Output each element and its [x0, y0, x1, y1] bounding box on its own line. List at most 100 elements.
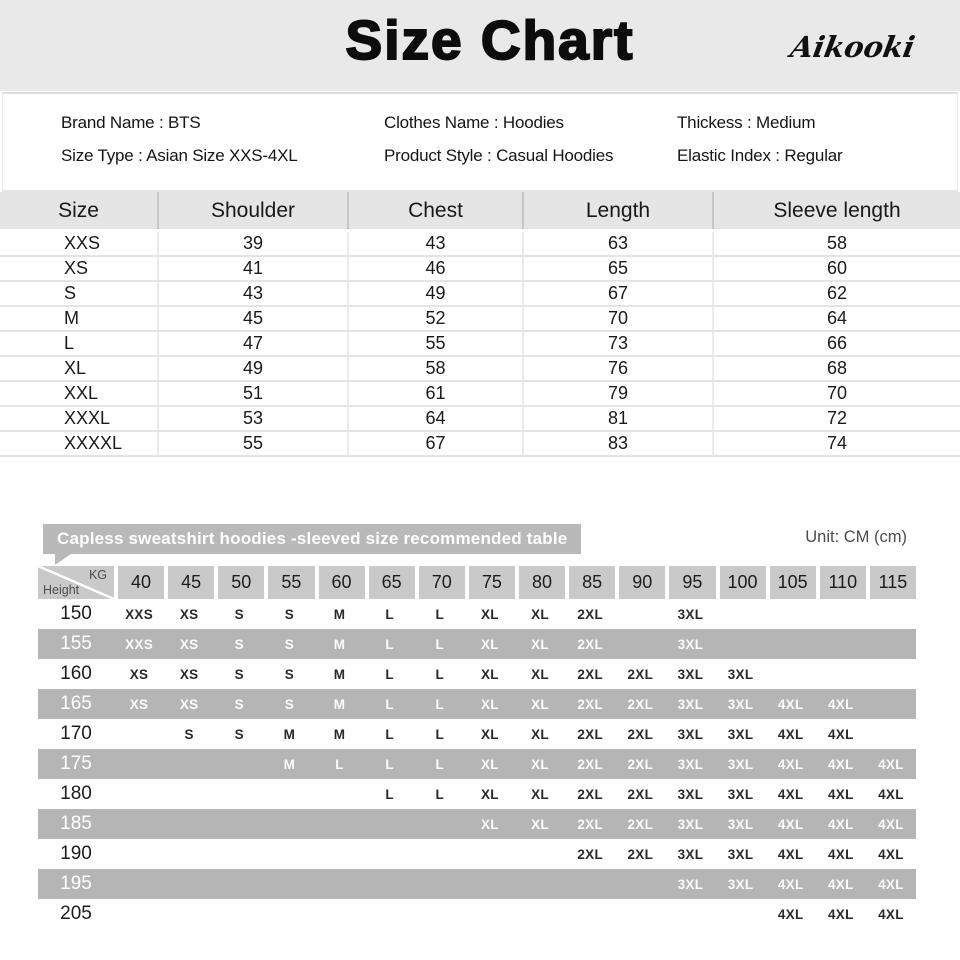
size-recommend-cell: 3XL	[677, 846, 704, 862]
matrix-row: 195 3XL 3XL 4XL 4XL 4XL	[38, 869, 916, 899]
weight-header-cell: 85	[569, 566, 616, 599]
size-table-header-cell: Length	[524, 192, 714, 229]
size-recommend-cell: XL	[481, 816, 499, 832]
size-recommend-cell: 2XL	[577, 696, 604, 712]
weight-header-cell: 105	[769, 566, 816, 599]
size-recommend-cell: XXS	[125, 606, 154, 622]
size-recommend-cell: M	[283, 756, 296, 772]
page-title: Size Chart	[345, 8, 635, 72]
size-recommend-cell: 3XL	[727, 846, 754, 862]
measurement-cell: 45	[159, 307, 349, 330]
measurement-cell: 64	[826, 308, 848, 328]
size-recommend-cell: 4XL	[827, 876, 854, 892]
size-recommend-cell: 3XL	[727, 726, 754, 742]
size-table-header-cell: Shoulder	[159, 192, 349, 229]
size-recommend-cell: S	[284, 606, 295, 622]
size-recommend-cell: 2XL	[577, 846, 604, 862]
size-recommend-cell: 2XL	[577, 666, 604, 682]
banner-tail-pointer	[55, 554, 71, 565]
size-recommend-cell: XL	[531, 696, 549, 712]
info-line: Size Type : Asian Size XXS-4XL	[61, 146, 298, 165]
measurement-cell: 66	[826, 333, 848, 353]
size-recommend-cell: 4XL	[827, 756, 854, 772]
size-recommend-cell: 4XL	[878, 756, 904, 772]
size-recommend-cell: S	[284, 666, 295, 682]
unit-label: Unit: CM (cm)	[805, 528, 907, 546]
size-table: Size Shoulder Chest Length Sleeve length XXS…	[0, 192, 960, 457]
measurement-cell: 63	[524, 232, 714, 255]
matrix-row: 150 XXS XS S S M L L XL XL 2XL 3XL	[38, 599, 916, 629]
size-recommend-cell: S	[234, 636, 244, 652]
size-recommend-cell: 2XL	[627, 786, 654, 802]
size-recommend-cell: 4XL	[827, 696, 854, 712]
size-recommend-cell: 3XL	[677, 726, 704, 742]
size-recommend-cell: L	[435, 606, 445, 622]
measurement-cell: 67	[349, 432, 524, 455]
size-recommend-cell: 2XL	[577, 756, 604, 772]
height-value-cell: 185	[60, 813, 92, 834]
size-recommend-cell: S	[184, 726, 194, 742]
size-recommend-cell: 3XL	[677, 666, 704, 682]
size-recommend-cell: M	[283, 726, 296, 742]
height-value-cell: 190	[60, 843, 92, 864]
matrix-row: 170 S S M M L L XL XL 2XL 2XL 3XL 3XL 4XL 4XL	[38, 719, 916, 749]
size-recommend-cell: 4XL	[878, 906, 904, 922]
matrix-row: 155 XXS XS S S M L L XL XL 2XL 3XL	[38, 629, 916, 659]
size-recommend-cell: XL	[481, 726, 499, 742]
size-recommend-cell: 4XL	[777, 756, 804, 772]
size-recommend-cell: 2XL	[577, 786, 604, 802]
weight-header-cell: 65	[368, 566, 415, 599]
weight-header-cell: 45	[168, 566, 215, 599]
weight-header-cell: 115	[869, 566, 916, 599]
size-recommend-cell: L	[435, 666, 445, 682]
size-recommend-cell: 2XL	[627, 696, 654, 712]
size-recommend-cell: 4XL	[827, 846, 854, 862]
size-recommend-cell: 4XL	[777, 876, 804, 892]
size-name-cell: XXL	[0, 382, 159, 405]
size-table-row: XL 49 58 76 68	[0, 357, 960, 382]
size-recommend-cell: 2XL	[577, 726, 604, 742]
size-recommend-cell: S	[234, 666, 244, 682]
size-recommend-cell: 3XL	[677, 876, 704, 892]
product-info-box: Brand Name : BTS Clothes Name : Hoodies Th…	[2, 92, 958, 192]
size-recommend-cell: 2XL	[577, 606, 604, 622]
measurement-cell: 39	[159, 232, 349, 255]
matrix-row: 190 2XL 2XL 3XL 3XL 4XL 4XL 4XL	[38, 839, 916, 869]
size-recommend-cell: S	[284, 636, 295, 652]
weight-header-cell: 110	[819, 566, 866, 599]
size-recommend-cell: S	[234, 726, 244, 742]
matrix-row: 205 4XL 4XL 4XL	[38, 899, 916, 929]
size-recommend-cell: XS	[179, 696, 199, 712]
size-name-cell: XS	[0, 257, 159, 280]
size-recommend-cell: 4XL	[827, 726, 854, 742]
size-recommend-cell: XL	[531, 606, 549, 622]
size-recommend-cell: XL	[531, 666, 549, 682]
weight-header-row: KG Height 40 45 50 55 60 65 70 75 80 85 90 95 100 105…	[38, 566, 916, 599]
height-value-cell: 160	[60, 663, 92, 684]
size-recommend-cell: L	[385, 726, 394, 742]
weight-header-cell: 75	[468, 566, 515, 599]
measurement-cell: 65	[524, 257, 714, 280]
weight-header-cell: 60	[318, 566, 365, 599]
measurement-cell: 46	[349, 257, 524, 280]
height-value-cell: 205	[60, 903, 92, 924]
size-table-header-cell: Chest	[349, 192, 524, 229]
measurement-cell: 79	[524, 382, 714, 405]
size-name-cell: L	[0, 332, 159, 355]
size-recommend-cell: M	[333, 606, 346, 622]
size-name-cell: XXXL	[0, 407, 159, 430]
size-recommend-cell: 2XL	[627, 726, 654, 742]
measurement-cell: 73	[524, 332, 714, 355]
size-recommend-cell: L	[435, 636, 445, 652]
size-recommend-cell: 3XL	[727, 696, 754, 712]
size-recommend-cell: XL	[481, 666, 499, 682]
measurement-cell: 41	[159, 257, 349, 280]
measurement-cell: 43	[159, 282, 349, 305]
measurement-cell: 61	[349, 382, 524, 405]
measurement-cell: 62	[826, 283, 848, 303]
size-recommend-cell: 4XL	[777, 906, 804, 922]
size-recommend-cell: M	[333, 726, 346, 742]
matrix-row: 160 XS XS S S M L L XL XL 2XL 2XL 3XL 3XL	[38, 659, 916, 689]
matrix-row: 180 L L XL XL 2XL 2XL 3XL 3XL 4XL 4XL 4XL	[38, 779, 916, 809]
size-recommend-cell: XS	[129, 666, 149, 682]
